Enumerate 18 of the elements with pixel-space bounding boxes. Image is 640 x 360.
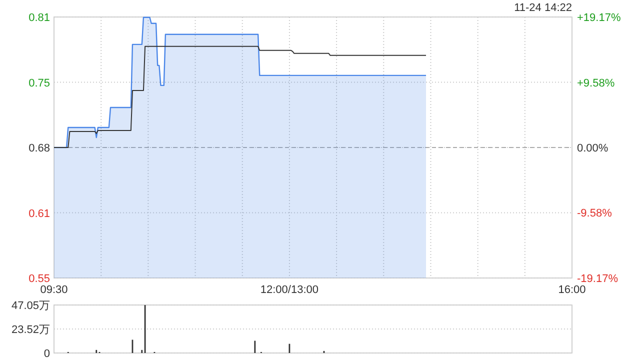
- x-tick-label: 16:00: [558, 284, 586, 296]
- y-tick-label: 0: [44, 348, 50, 360]
- line-series: [54, 46, 427, 148]
- y-tick-label: 23.52万: [11, 324, 50, 336]
- y2-tick-label: +9.58%: [577, 77, 615, 90]
- x-tick-label: 12:00/13:00: [260, 284, 319, 296]
- y-tick-label: 0.81: [28, 12, 50, 24]
- y2-tick-label: +19.17%: [577, 12, 621, 24]
- text: 11-24 14:22: [514, 2, 572, 14]
- y2-tick-label: -19.17%: [577, 273, 618, 285]
- y-tick-label: 0.61: [28, 208, 50, 220]
- y2-tick-label: 0.00%: [577, 142, 608, 154]
- y-tick-label: 0.68: [28, 142, 50, 154]
- y-tick-label: 47.05万: [11, 300, 50, 312]
- y-tick-label: 0.75: [28, 77, 50, 90]
- y2-tick-label: -9.58%: [577, 208, 612, 220]
- y-tick-label: 0.55: [28, 273, 50, 285]
- x-tick-label: 09:30: [40, 284, 68, 296]
